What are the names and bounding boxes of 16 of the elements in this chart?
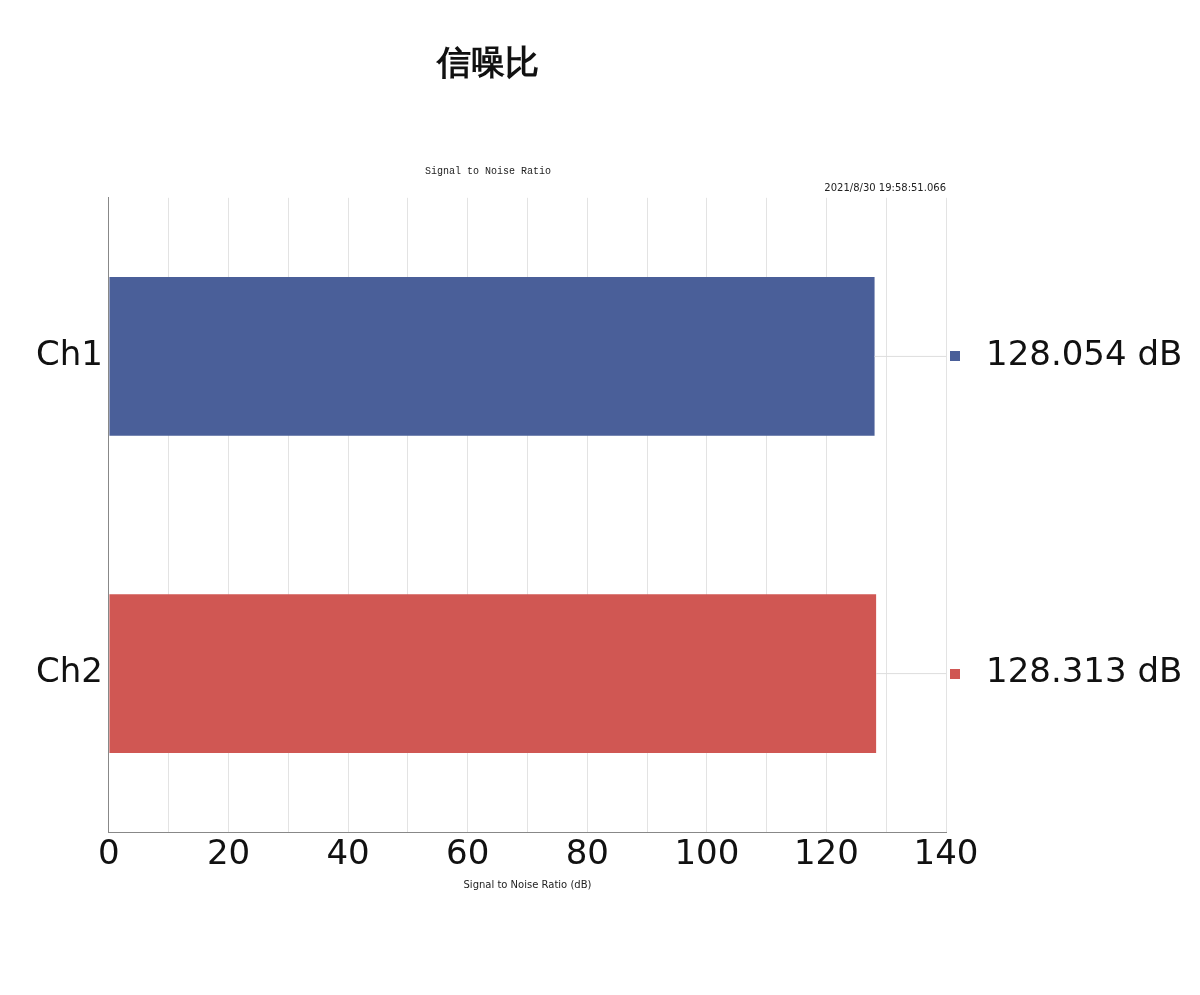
x-tick-label: 0 [98, 832, 120, 873]
y-tick-label: Ch1 [36, 333, 103, 374]
x-tick-label: 80 [565, 832, 609, 873]
x-tick-label: 100 [674, 832, 740, 873]
y-tick-label: Ch2 [36, 650, 103, 691]
text: 2021/8/30 19:58:51.066 [824, 182, 946, 194]
x-tick-label: 120 [793, 832, 859, 873]
x-tick-label: 40 [326, 832, 370, 873]
x-tick-label: 20 [206, 832, 251, 873]
x-tick-label: 140 [913, 832, 979, 873]
x-tick-label: 60 [446, 832, 490, 873]
data-label: 128.054 dB [986, 333, 1183, 374]
chart-title: 信噪比 [435, 42, 539, 83]
data-label: 128.313 dB [986, 650, 1183, 691]
chart-subtitle: Signal to Noise Ratio [424, 166, 552, 178]
x-axis-title: Signal to Noise Ratio (dB) [463, 878, 592, 890]
